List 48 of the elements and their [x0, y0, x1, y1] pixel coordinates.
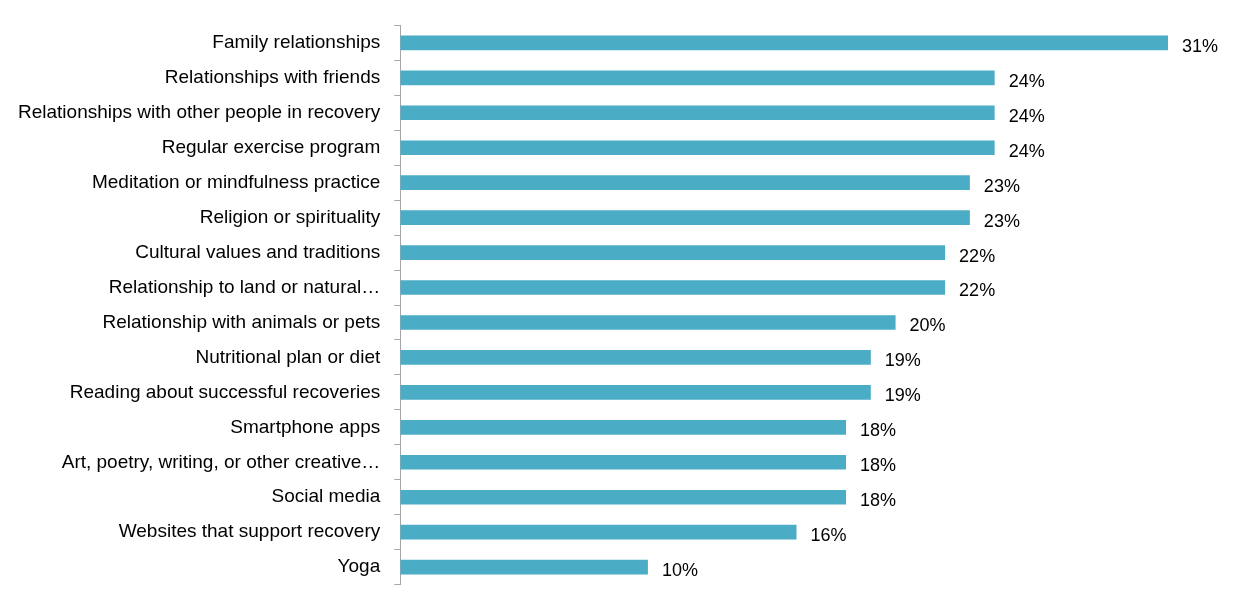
bar	[400, 454, 847, 470]
y-tick-label: Relationships with friends	[164, 66, 381, 88]
y-tick-label: Relationships with other people in recovery	[17, 101, 381, 123]
data-label: 23%	[983, 175, 1020, 196]
bar	[400, 35, 1168, 51]
data-label: 18%	[860, 455, 897, 476]
y-tick-label: Yoga	[337, 555, 381, 577]
data-label: 24%	[1008, 105, 1045, 126]
y-tick-label: Smartphone apps	[230, 415, 381, 437]
data-label: 19%	[884, 350, 921, 371]
y-tick-label: Meditation or mindfulness practice	[91, 170, 381, 192]
bar	[400, 105, 995, 121]
data-label: 18%	[860, 420, 897, 441]
y-tick-label: Websites that support recovery	[118, 520, 381, 542]
data-label: 20%	[909, 315, 946, 336]
data-label: 22%	[959, 245, 996, 266]
data-label: 23%	[983, 210, 1020, 231]
y-tick-label: Art, poetry, writing, or other creative…	[61, 450, 381, 472]
y-tick-label: Cultural values and traditions	[135, 240, 381, 262]
data-label: 22%	[959, 280, 996, 301]
bar	[400, 350, 871, 365]
y-tick-label: Family relationships	[212, 31, 381, 53]
y-tick-label: Regular exercise program	[161, 135, 381, 157]
y-tick-label: Nutritional plan or diet	[195, 345, 381, 367]
data-label: 19%	[884, 385, 921, 406]
bar	[400, 385, 871, 400]
bar	[400, 419, 847, 435]
data-label: 31%	[1182, 35, 1219, 56]
data-label: 16%	[810, 525, 847, 546]
bar	[400, 280, 946, 295]
y-tick-label: Social media	[271, 485, 381, 507]
bar	[400, 315, 896, 330]
bar	[400, 559, 648, 575]
y-tick-label: Reading about successful recoveries	[69, 380, 381, 402]
data-label: 18%	[860, 490, 897, 511]
data-label: 24%	[1008, 70, 1045, 91]
bar	[400, 245, 946, 260]
y-tick-label: Religion or spirituality	[199, 205, 381, 227]
bar	[400, 489, 847, 505]
bar	[400, 175, 970, 191]
bar	[400, 140, 995, 156]
y-tick-label: Relationship with animals or pets	[102, 310, 381, 332]
y-tick-label: Relationship to land or natural…	[108, 275, 381, 297]
bar	[400, 70, 995, 86]
data-label: 10%	[661, 560, 698, 581]
bar	[400, 210, 970, 225]
data-label: 24%	[1008, 140, 1045, 161]
bar	[400, 524, 797, 540]
